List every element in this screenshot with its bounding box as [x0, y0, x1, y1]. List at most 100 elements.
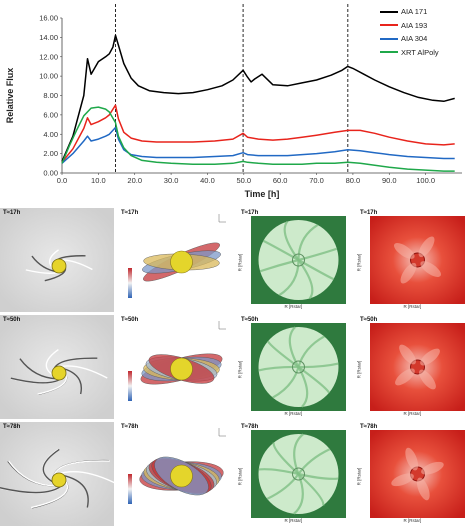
map-streamer: [297, 335, 325, 368]
x-tick-label: 10.0: [91, 176, 106, 185]
legend-label: AIA 193: [401, 20, 428, 30]
map-streamer: [258, 468, 299, 476]
series-line-aia-193: [61, 104, 455, 163]
map-lobe: [416, 477, 430, 501]
map-y-axis-label: R [Rstar]: [237, 467, 243, 486]
legend-swatch: [380, 37, 398, 40]
y-tick-label: 0.00: [43, 169, 58, 178]
swirl-streak: [19, 358, 58, 380]
panel-time-label: T≈50h: [3, 317, 21, 323]
map-streamer: [298, 247, 338, 262]
map-y-axis-label: R [Rstar]: [237, 253, 243, 272]
map-lobe: [420, 261, 442, 277]
legend-swatch: [380, 10, 398, 13]
y-axis-label: Relative Flux: [5, 68, 15, 124]
map-x-axis-label: R [Rstar]: [284, 411, 303, 416]
star-disk: [51, 472, 67, 488]
colorbar: [128, 268, 132, 298]
map-streamer: [272, 366, 300, 399]
legend-item: XRT AlPoly: [380, 46, 439, 60]
x-tick-label: 60.0: [273, 176, 288, 185]
panel-image: [237, 422, 352, 526]
map-lobe: [419, 369, 436, 390]
star-sphere: [170, 464, 193, 488]
panel-time-label: T≈17h: [241, 210, 259, 216]
green-map-panel: T≈17h R [Rstar] R [Rstar]: [237, 208, 352, 312]
magnetogram-panel: T≈78h: [0, 422, 114, 526]
y-tick-label: 8.00: [43, 91, 58, 100]
map-streamer: [293, 433, 304, 475]
fieldline-3d-panel: T≈17h: [118, 208, 233, 312]
legend-item: AIA 193: [380, 19, 439, 33]
panel-image: [356, 315, 471, 419]
panel-time-label: T≈78h: [360, 424, 378, 430]
x-tick-label: 30.0: [164, 176, 179, 185]
chart-legend: AIA 171 AIA 193 AIA 304 XRT AlPoly: [380, 5, 439, 59]
x-axis-label: Time [h]: [245, 189, 280, 199]
panel-image: [0, 422, 114, 526]
legend-label: XRT AlPoly: [401, 47, 439, 57]
map-streamer: [283, 220, 300, 261]
panel-image: [0, 208, 114, 312]
map-lobe: [421, 461, 444, 475]
y-tick-label: 16.00: [39, 14, 58, 23]
map-streamer: [297, 259, 314, 300]
panel-image: [118, 422, 233, 526]
map-streamer: [288, 326, 300, 368]
panel-time-label: T≈50h: [121, 317, 139, 323]
flux-chart: 0.00 2.00 4.00 6.00 8.00 10.00 12.00 14.00 16.00…: [0, 0, 474, 200]
map-streamer: [298, 472, 339, 480]
panel-time-label: T≈78h: [3, 424, 21, 430]
image-panel-grid: T≈17h T≈17h T≈17h R [Rstar] R [Rstar] T≈17h R …: [0, 208, 474, 529]
panel-image: [356, 208, 471, 312]
panel-image: [118, 315, 233, 419]
panel-time-label: T≈17h: [121, 210, 139, 216]
swirl-streak: [62, 367, 82, 395]
panel-image: [237, 208, 352, 312]
green-map-panel: T≈50h R [Rstar] R [Rstar]: [237, 315, 352, 419]
legend-swatch: [380, 51, 398, 54]
map-x-axis-label: R [Rstar]: [403, 518, 422, 523]
map-streamer: [262, 239, 300, 261]
colorbar: [128, 371, 132, 401]
map-lobe: [399, 344, 416, 365]
flux-chart-svg: 0.00 2.00 4.00 6.00 8.00 10.00 12.00 14.00 16.00…: [5, 4, 462, 199]
map-streamer: [297, 223, 319, 261]
map-streamer: [297, 366, 331, 394]
map-streamer: [297, 366, 309, 408]
map-streamer: [297, 259, 335, 281]
x-tick-label: 70.0: [309, 176, 324, 185]
star-sphere: [170, 357, 193, 381]
legend-label: AIA 304: [401, 34, 428, 44]
legend-item: AIA 171: [380, 5, 439, 19]
map-lobe: [393, 243, 415, 259]
map-x-axis-label: R [Rstar]: [284, 518, 303, 523]
panel-time-label: T≈17h: [360, 210, 378, 216]
y-tick-label: 14.00: [39, 33, 58, 42]
red-map-panel: T≈17h R [Rstar] R [Rstar]: [356, 208, 471, 312]
legend-label: AIA 171: [401, 7, 428, 17]
map-lobe: [400, 262, 417, 284]
panel-time-label: T≈17h: [3, 210, 21, 216]
legend-item: AIA 304: [380, 32, 439, 46]
red-map-panel: T≈78h R [Rstar] R [Rstar]: [356, 422, 471, 526]
map-x-axis-label: R [Rstar]: [403, 304, 422, 309]
map-y-axis-label: R [Rstar]: [356, 360, 362, 379]
y-tick-label: 2.00: [43, 149, 58, 158]
panel-time-label: T≈78h: [241, 424, 259, 430]
x-tick-label: 50.0: [237, 176, 252, 185]
legend-swatch: [380, 24, 398, 27]
map-inner-ring: [292, 253, 305, 267]
map-lobe: [418, 236, 435, 258]
swirl-streak: [8, 460, 58, 487]
swirl-streak: [57, 471, 114, 484]
star-disk: [51, 365, 67, 381]
map-lobe: [405, 447, 419, 471]
map-y-axis-label: R [Rstar]: [356, 253, 362, 272]
x-tick-label: 40.0: [200, 176, 215, 185]
panel-time-label: T≈50h: [241, 317, 259, 323]
x-tick-label: 20.0: [127, 176, 142, 185]
map-x-axis-label: R [Rstar]: [284, 304, 303, 309]
swirl-streak: [62, 474, 89, 508]
y-tick-label: 6.00: [43, 110, 58, 119]
